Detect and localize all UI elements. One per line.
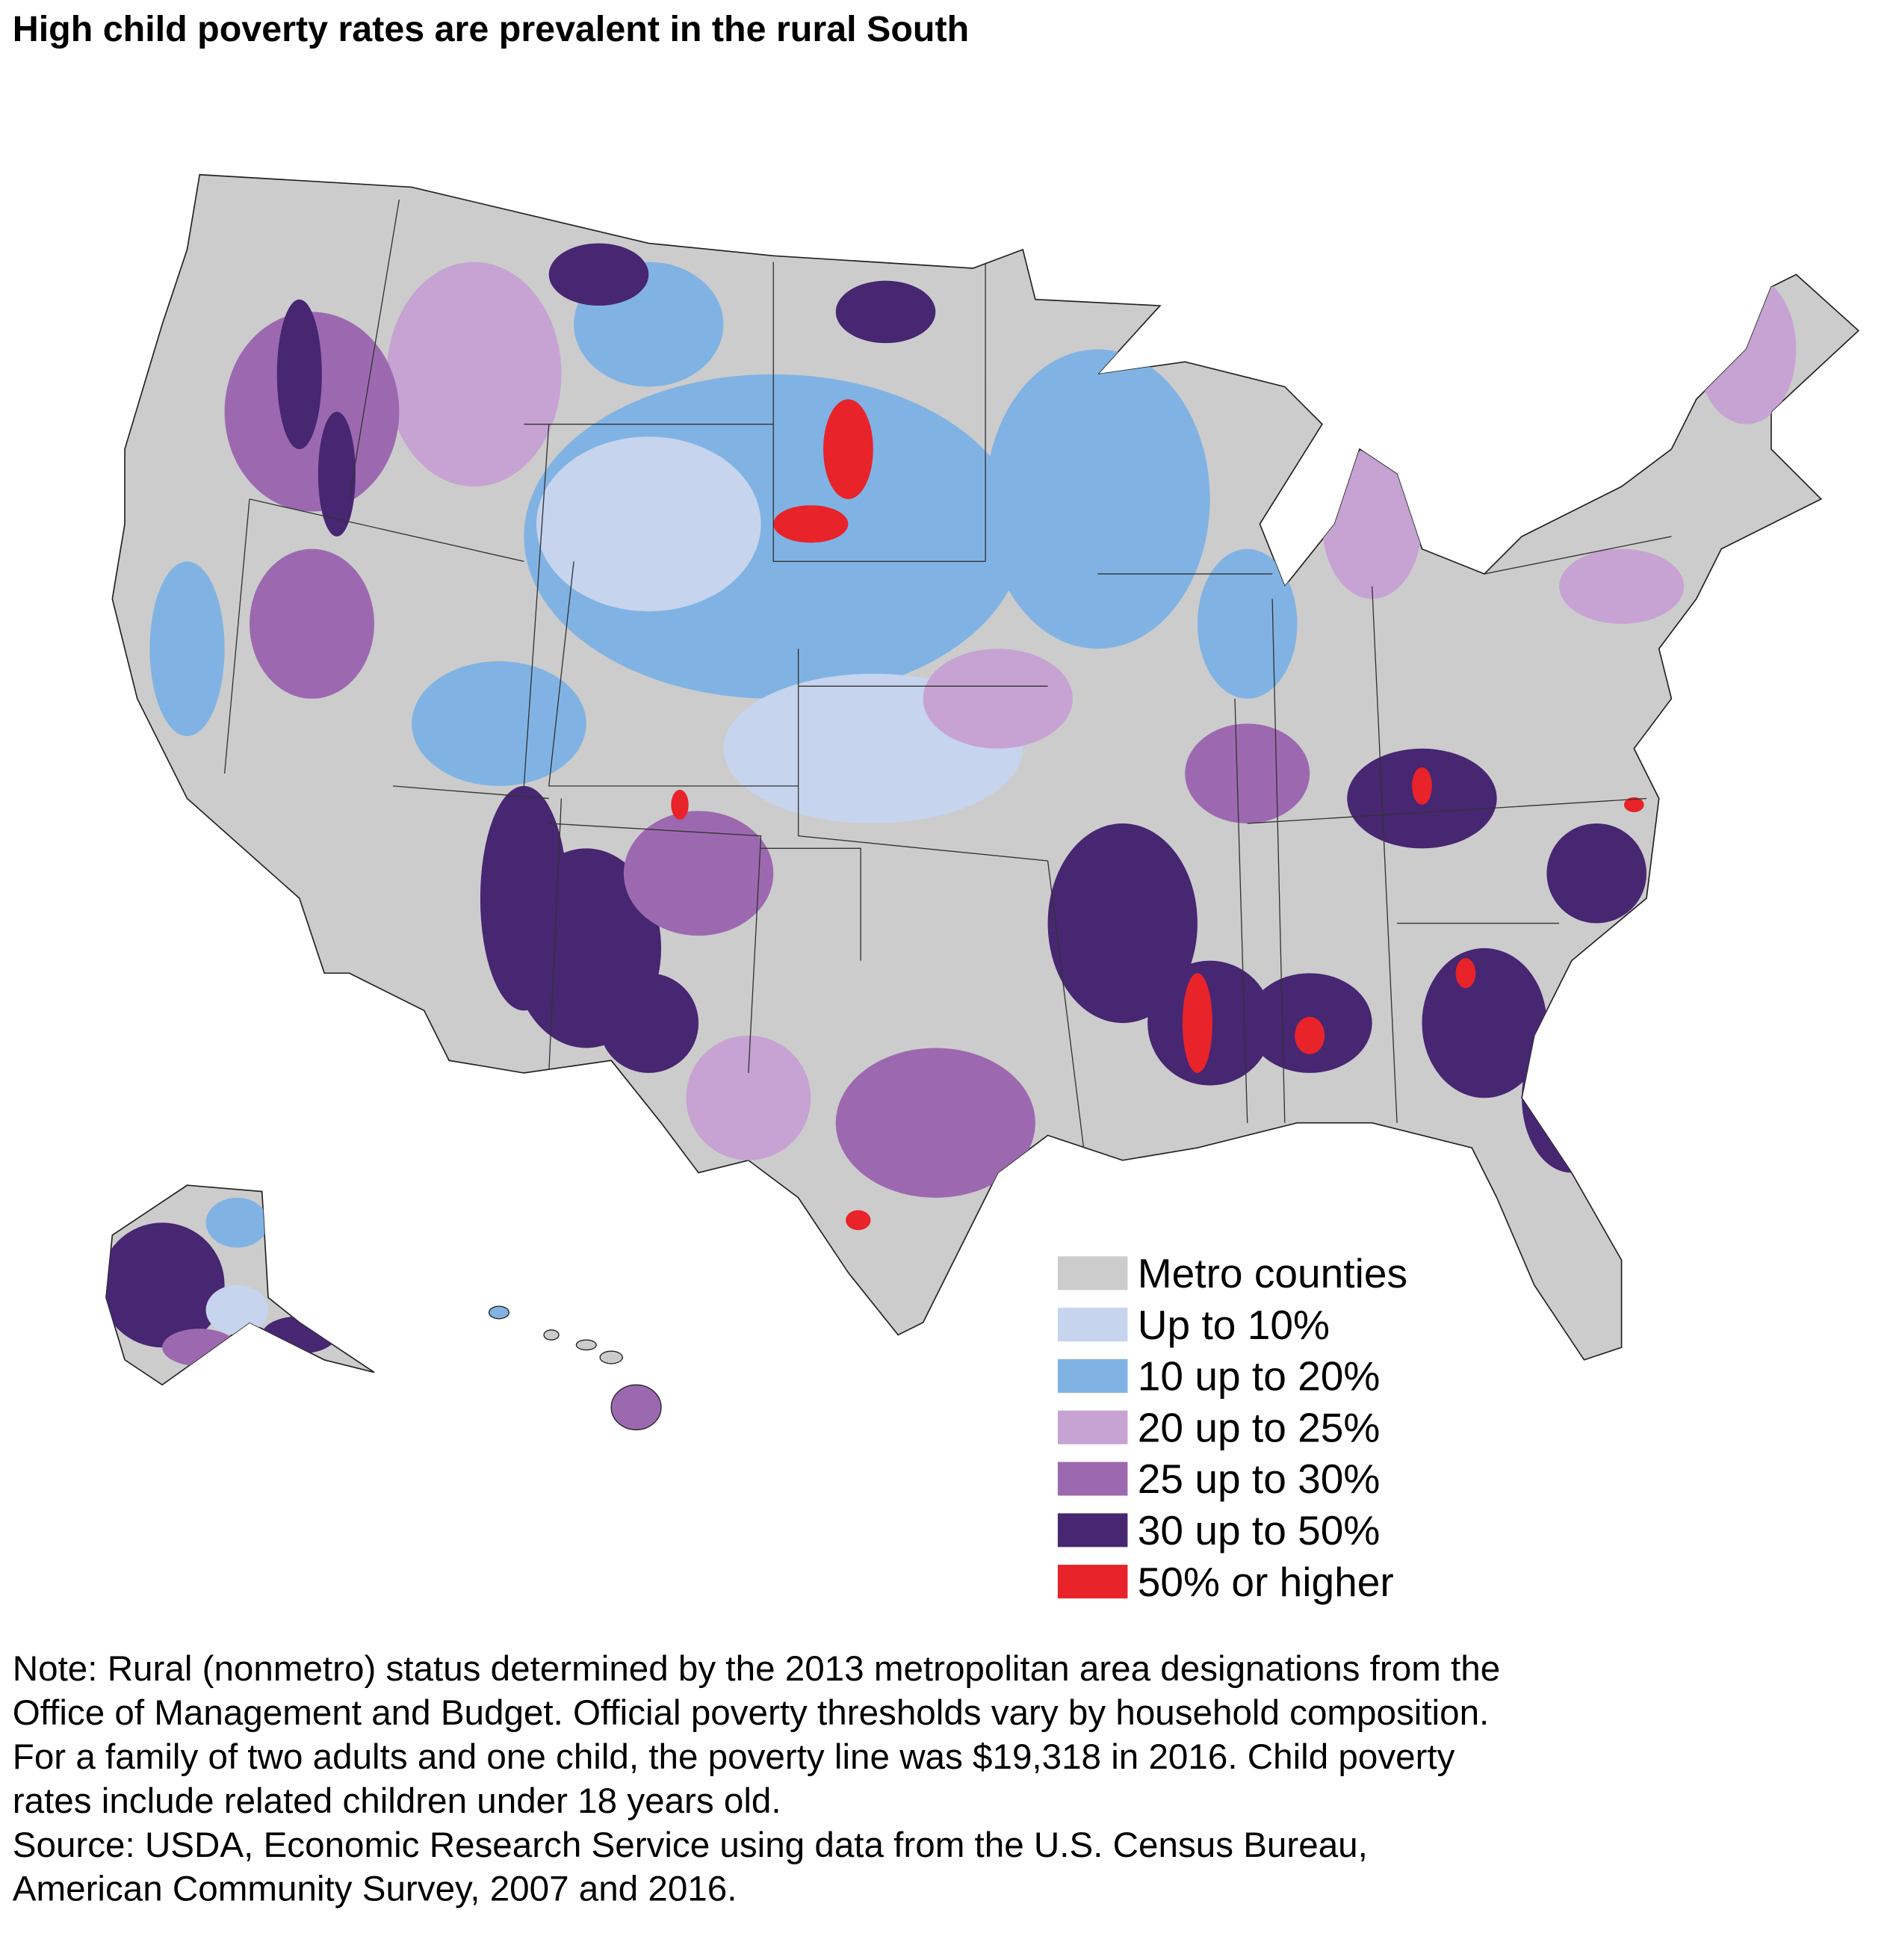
legend-swatch (1057, 1256, 1128, 1290)
county-patch (1185, 723, 1310, 823)
county-patch (1047, 823, 1198, 1024)
legend-swatch (1057, 1410, 1128, 1444)
county-patch (317, 411, 356, 537)
county-patch (162, 1329, 238, 1367)
county-patch (276, 299, 322, 450)
island (488, 1305, 509, 1320)
county-patch (105, 1222, 225, 1348)
county-patch (1696, 274, 1797, 424)
county-patch (773, 505, 849, 543)
county-patch (686, 1035, 811, 1160)
source-line: Source: USDA, Economic Research Service … (13, 1825, 1368, 1865)
county-patch (1197, 548, 1298, 699)
county-patch (1455, 958, 1476, 989)
contiguous-us (111, 173, 1860, 1361)
legend-label: Metro counties (1138, 1250, 1407, 1296)
legend-label: 30 up to 50% (1138, 1507, 1381, 1554)
county-patch (1559, 548, 1685, 624)
note-line: Note: Rural (nonmetro) status determined… (13, 1649, 1500, 1689)
alaska (105, 1184, 375, 1386)
county-patch (835, 1048, 1035, 1198)
legend: Metro counties Up to 10% 10 up to 20%20 up… (1057, 1250, 1407, 1605)
county-patch (1322, 449, 1422, 599)
county-patch (985, 349, 1210, 649)
island (575, 1339, 597, 1351)
county-patch (386, 262, 562, 487)
county-patch (1422, 947, 1547, 1098)
county-patch (1623, 797, 1644, 812)
note-line: rates include related children under 18 … (13, 1781, 781, 1821)
note-line: Office of Management and Budget. Officia… (13, 1693, 1489, 1733)
note-line: For a family of two adults and one child… (13, 1737, 1455, 1777)
county-patch (536, 436, 761, 612)
island (543, 1329, 560, 1341)
county-patch (923, 649, 1073, 749)
county-patch (1522, 1023, 1622, 1173)
county-patch (1412, 767, 1432, 805)
state-borders (223, 200, 1672, 1160)
county-patch (598, 973, 699, 1073)
county-patch (548, 243, 649, 306)
legend-swatch (1057, 1513, 1128, 1548)
legend-swatch (1057, 1565, 1128, 1599)
legend-label: 10 up to 20% (1138, 1353, 1381, 1400)
county-patch (671, 789, 689, 820)
title: High child poverty rates are prevalent i… (13, 9, 969, 49)
island (610, 1384, 662, 1431)
county-patch (1182, 973, 1212, 1073)
legend-label: Up to 10% (1138, 1302, 1330, 1348)
county-patch (205, 1284, 269, 1335)
legend-label: 20 up to 25% (1138, 1404, 1381, 1450)
legend-label: 25 up to 30% (1138, 1456, 1381, 1502)
legend-label: 50% or higher (1138, 1559, 1394, 1605)
county-patch (823, 399, 873, 499)
county-patch (1546, 823, 1646, 924)
county-patch (1295, 1016, 1325, 1054)
county-patch (412, 661, 586, 786)
legend-swatch (1057, 1358, 1128, 1393)
source-line: American Community Survey, 2007 and 2016… (13, 1870, 737, 1909)
island (599, 1350, 623, 1364)
county-patch (835, 280, 936, 344)
legend-swatch (1057, 1462, 1128, 1496)
county-patch (250, 548, 374, 699)
county-patch (846, 1210, 871, 1231)
county-patch (149, 561, 225, 737)
county-patch (623, 811, 774, 936)
hawaii (488, 1305, 662, 1431)
county-patch (205, 1197, 269, 1248)
legend-swatch (1057, 1308, 1128, 1342)
notes: Note: Rural (nonmetro) status determined… (13, 1649, 1500, 1909)
